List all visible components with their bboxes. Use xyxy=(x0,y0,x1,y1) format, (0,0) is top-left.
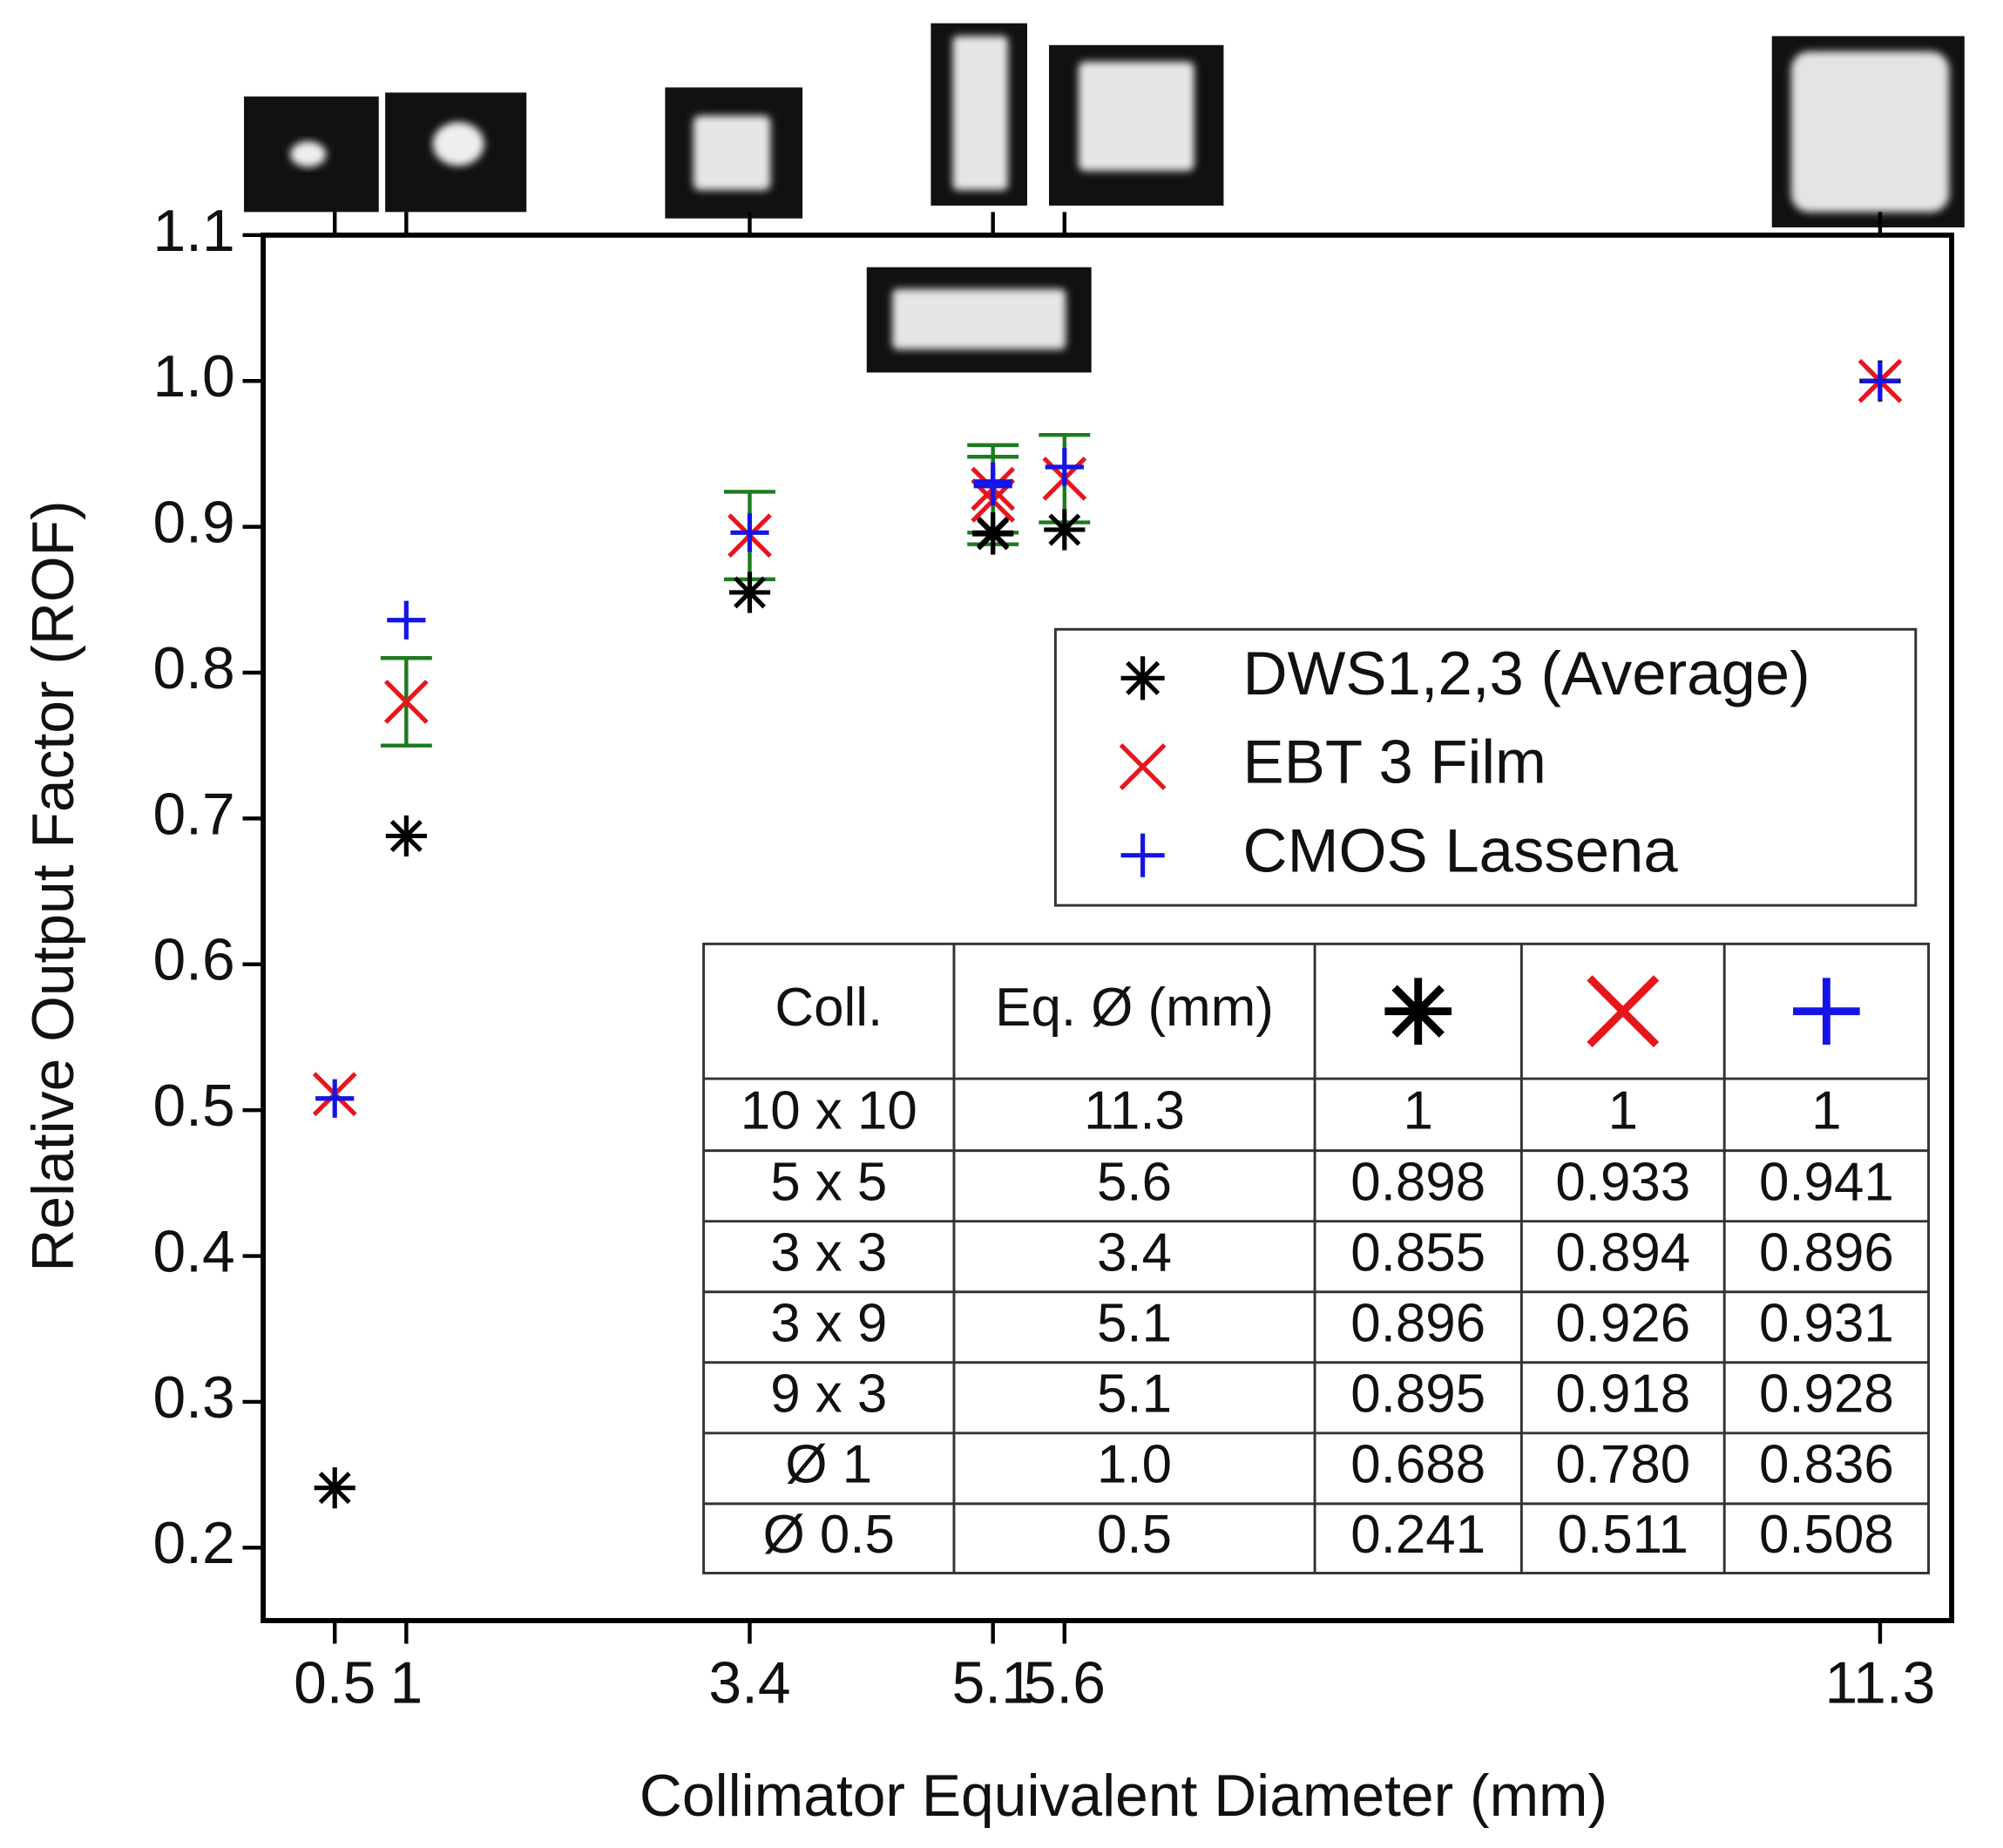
x-tick-label: 3.4 xyxy=(708,1651,790,1716)
table-cell: 3.4 xyxy=(1097,1223,1172,1283)
thumbnail-field xyxy=(892,288,1066,350)
data-point xyxy=(728,572,771,613)
thumbnail-field xyxy=(432,122,484,166)
y-tick-label: 0.7 xyxy=(152,782,234,847)
field-thumbnails xyxy=(244,23,1965,373)
x-tick-label: 11.3 xyxy=(1824,1651,1935,1716)
table-cell: 0.896 xyxy=(1759,1223,1894,1283)
table-cell: 0.511 xyxy=(1558,1505,1688,1565)
thumbnail-field xyxy=(1790,51,1950,213)
data-point xyxy=(385,815,427,857)
table-symbol xyxy=(1384,978,1452,1046)
table-cell: 0.928 xyxy=(1759,1364,1894,1425)
data-point xyxy=(1045,447,1084,487)
table-cell: 5.1 xyxy=(1097,1364,1172,1425)
plot-frame xyxy=(261,232,1954,1623)
data-point xyxy=(1044,509,1086,551)
table-cell: 0.688 xyxy=(1350,1435,1485,1495)
x-axis-title: Collimator Equivalent Diameter (mm) xyxy=(639,1763,1607,1829)
table-cell: 0.931 xyxy=(1759,1294,1894,1354)
x-tick-label: 5.1 xyxy=(952,1651,1034,1716)
legend xyxy=(1053,627,1918,907)
table-cell: 0.894 xyxy=(1555,1223,1690,1283)
table-cell: 0.941 xyxy=(1759,1152,1894,1212)
legend-label: EBT 3 Film xyxy=(1243,728,1546,796)
legend-label: CMOS Lassena xyxy=(1243,816,1679,884)
legend-symbol xyxy=(1120,833,1165,877)
y-tick-label: 0.2 xyxy=(152,1511,234,1576)
thumbnail-field xyxy=(1078,61,1194,172)
data-point xyxy=(383,680,429,724)
data-point xyxy=(730,513,769,552)
table-cell: 0.933 xyxy=(1555,1152,1690,1212)
table-cell: 5.6 xyxy=(1097,1152,1172,1212)
table-cell: 1 xyxy=(1811,1081,1841,1141)
table-cell: 0.5 xyxy=(1097,1505,1172,1565)
thumbnail-field xyxy=(952,36,1008,191)
y-tick-label: 1.1 xyxy=(152,199,234,264)
table-cell: 1 xyxy=(1608,1081,1638,1141)
table-cell: 3 x 3 xyxy=(770,1223,887,1283)
y-tick-label: 1.0 xyxy=(152,344,234,410)
table-cell: 0.508 xyxy=(1759,1505,1894,1565)
data-point xyxy=(1860,362,1900,401)
table-cell: 0.898 xyxy=(1350,1152,1485,1212)
table-cell: 5.1 xyxy=(1097,1294,1172,1354)
table-cell: 0.780 xyxy=(1555,1435,1690,1495)
table-cell: 0.895 xyxy=(1350,1364,1485,1425)
table-cell: 10 x 10 xyxy=(741,1081,917,1141)
data-point xyxy=(387,600,426,640)
data-point xyxy=(315,1079,355,1118)
table-cell: 0.896 xyxy=(1350,1294,1485,1354)
y-tick-label: 0.6 xyxy=(152,928,234,993)
table-cell: 0.918 xyxy=(1555,1364,1690,1425)
data-point xyxy=(972,513,1014,555)
table-header: Eq. Ø (mm) xyxy=(995,978,1274,1038)
table-cell: 9 x 3 xyxy=(770,1364,887,1425)
table-symbol xyxy=(1793,978,1860,1046)
x-tick-label: 5.6 xyxy=(1024,1651,1106,1716)
table-cell: 0.926 xyxy=(1555,1294,1690,1354)
table-cell: Ø 0.5 xyxy=(763,1505,895,1565)
legend-symbol xyxy=(1119,743,1167,790)
table-cell: 3 x 9 xyxy=(770,1294,887,1354)
table-cell: 0.836 xyxy=(1759,1435,1894,1495)
table-header: Coll. xyxy=(775,978,883,1038)
data-point xyxy=(973,466,1012,505)
y-tick-label: 0.3 xyxy=(152,1365,234,1431)
table-cell: 0.241 xyxy=(1350,1505,1485,1565)
y-tick-label: 0.4 xyxy=(152,1219,234,1284)
y-tick-label: 0.9 xyxy=(152,491,234,556)
legend-symbol xyxy=(1120,656,1165,701)
table-cell: 5 x 5 xyxy=(770,1152,887,1212)
y-tick-label: 0.8 xyxy=(152,636,234,701)
table-symbol xyxy=(1587,975,1660,1048)
x-tick-label: 0.5 xyxy=(294,1651,376,1716)
y-axis-title: Relative Output Factor (ROF) xyxy=(21,500,86,1271)
table-cell: 0.855 xyxy=(1350,1223,1485,1283)
table-cell: 1 xyxy=(1404,1081,1433,1141)
table-cell: 11.3 xyxy=(1084,1081,1185,1141)
data-point xyxy=(314,1467,355,1509)
table-cell: Ø 1 xyxy=(785,1435,872,1495)
thumbnail-field xyxy=(290,141,327,167)
x-tick-label: 1 xyxy=(389,1651,423,1716)
y-tick-label: 0.5 xyxy=(152,1073,234,1139)
thumbnail-field xyxy=(693,115,771,191)
legend-label: DWS1,2,3 (Average) xyxy=(1243,639,1810,707)
table-cell: 1.0 xyxy=(1097,1435,1172,1495)
